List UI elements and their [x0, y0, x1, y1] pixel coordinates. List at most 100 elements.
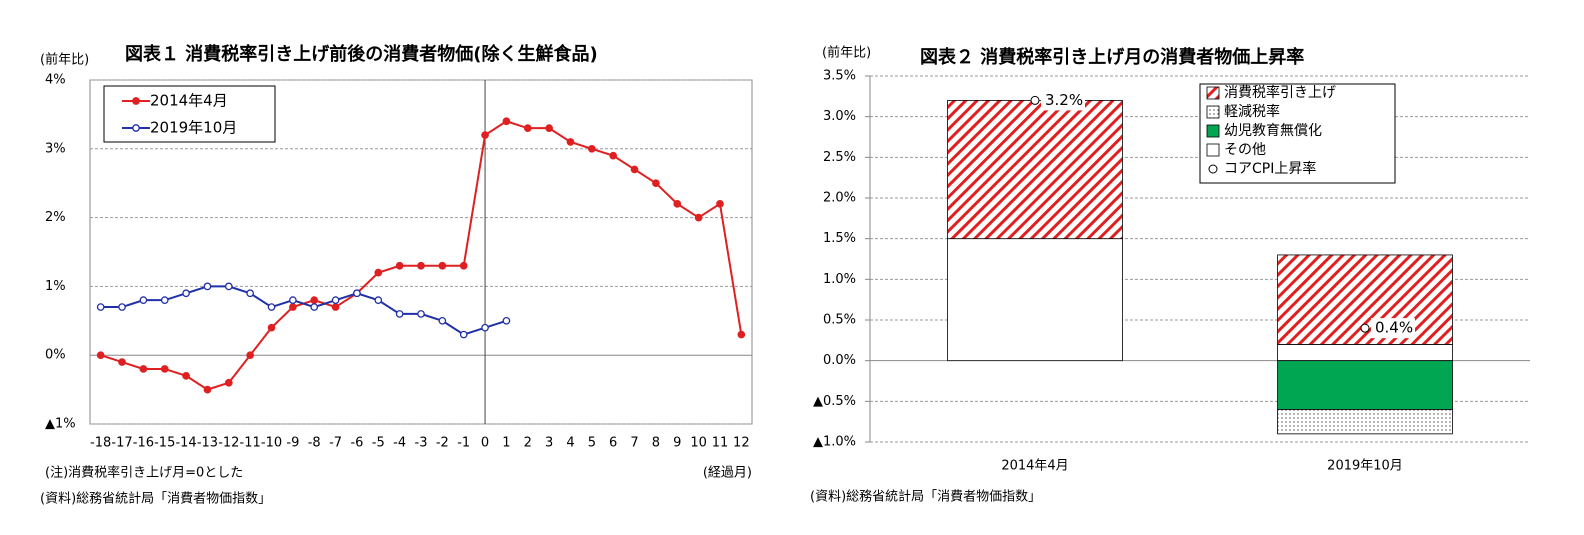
- data-point: [96, 303, 105, 311]
- bar-segment: [947, 238, 1123, 362]
- y-tick-label: ▲1%: [45, 417, 76, 432]
- legend-swatch: [1206, 143, 1220, 157]
- data-point: [438, 316, 447, 325]
- data-point: [267, 323, 276, 332]
- x-tick-label: -10: [261, 436, 282, 451]
- legend-marker: [1208, 164, 1218, 174]
- data-point: [310, 303, 319, 311]
- x-tick-label: 2019年10月: [1327, 459, 1403, 474]
- series-line: [100, 285, 507, 336]
- core-cpi-marker: [1360, 323, 1370, 333]
- data-point: [459, 261, 468, 270]
- data-point: [96, 351, 105, 360]
- legend-swatch: [1206, 105, 1220, 119]
- x-tick-label: -3: [415, 436, 428, 451]
- y-axis-label: (前年比): [822, 45, 871, 61]
- bar-segment: [1277, 409, 1453, 435]
- data-point: [673, 199, 682, 208]
- x-tick-label: -4: [393, 436, 406, 451]
- data-point: [523, 124, 532, 133]
- x-tick-label: -7: [329, 436, 342, 451]
- data-point: [139, 296, 148, 305]
- legend-swatch: [1206, 86, 1220, 100]
- x-tick-label: -17: [111, 436, 132, 451]
- x-tick-label: 5: [588, 436, 596, 451]
- data-point: [417, 310, 425, 318]
- y-tick-label: 2%: [45, 210, 66, 225]
- x-tick-label: 1: [502, 436, 510, 451]
- y-tick-label: 0%: [45, 348, 66, 363]
- x-tick-label: 2014年4月: [1001, 459, 1068, 474]
- x-tick-label: -12: [218, 436, 239, 451]
- x-tick-label: 3: [545, 436, 553, 451]
- legend-marker: [132, 97, 140, 105]
- x-tick-label: -14: [175, 436, 196, 451]
- data-point: [224, 378, 233, 387]
- data-point: [694, 213, 703, 222]
- legend-label: 幼児教育無償化: [1224, 123, 1322, 139]
- y-tick-label: ▲1.0%: [813, 435, 856, 450]
- x-axis-label: (経過月): [703, 466, 752, 481]
- data-label-bg: [1041, 90, 1085, 111]
- data-point: [139, 365, 148, 373]
- data-point: [246, 289, 255, 298]
- data-point: [630, 165, 639, 174]
- data-label-bg: [1371, 318, 1415, 339]
- core-cpi-marker: [1030, 95, 1040, 105]
- y-tick-label: 4%: [45, 73, 66, 88]
- y-tick-label: 1.0%: [823, 272, 856, 287]
- chart-title: 図表１ 消費税率引き上げ前後の消費者物価(除く生鮮食品): [125, 43, 598, 65]
- data-point: [716, 199, 724, 208]
- source: (資料)総務省統計局「消費者物価指数」: [810, 489, 1041, 505]
- y-tick-label: 0.0%: [823, 353, 856, 368]
- x-tick-label: -11: [240, 436, 261, 451]
- data-point: [587, 144, 596, 153]
- data-point: [481, 131, 489, 139]
- data-point: [438, 261, 447, 270]
- data-point: [331, 296, 340, 305]
- x-tick-label: -18: [90, 436, 111, 451]
- legend-marker: [132, 124, 140, 132]
- data-label: 0.4%: [1375, 319, 1413, 337]
- x-tick-label: 2: [524, 436, 532, 451]
- data-point: [203, 282, 212, 291]
- data-point: [652, 179, 660, 188]
- data-point: [374, 296, 383, 305]
- data-point: [502, 316, 511, 325]
- data-point: [737, 330, 746, 339]
- y-tick-label: 1%: [45, 279, 66, 294]
- y-tick-label: 2.0%: [823, 191, 856, 206]
- data-point: [182, 289, 190, 298]
- data-point: [310, 296, 319, 305]
- data-point: [289, 303, 297, 311]
- x-tick-label: 10: [690, 436, 707, 451]
- x-tick-label: -9: [286, 436, 299, 451]
- x-tick-label: 6: [609, 436, 617, 451]
- x-tick-label: 0: [481, 436, 489, 451]
- x-tick-label: 12: [733, 436, 750, 451]
- x-tick-label: 9: [673, 436, 681, 451]
- data-point: [246, 351, 255, 360]
- source: (資料)総務省統計局「消費者物価指数」: [40, 491, 271, 507]
- x-tick-label: -2: [436, 436, 449, 451]
- data-point: [609, 151, 618, 160]
- y-tick-label: 1.5%: [823, 231, 856, 246]
- data-point: [267, 303, 276, 311]
- data-point: [459, 330, 468, 339]
- x-tick-label: -1: [457, 436, 470, 451]
- data-point: [118, 303, 126, 311]
- data-point: [374, 268, 383, 277]
- data-point: [203, 385, 212, 394]
- x-tick-label: 4: [566, 436, 574, 451]
- y-axis-label: (前年比): [40, 52, 89, 68]
- legend-label: 消費税率引き上げ: [1224, 84, 1336, 101]
- legend: [1199, 83, 1396, 184]
- x-tick-label: -5: [372, 436, 385, 451]
- data-point: [353, 289, 361, 298]
- data-point: [417, 261, 425, 270]
- x-tick-label: -15: [154, 436, 175, 451]
- data-point: [395, 261, 404, 270]
- y-tick-label: 3%: [45, 141, 66, 156]
- legend-label: 2019年10月: [150, 119, 237, 137]
